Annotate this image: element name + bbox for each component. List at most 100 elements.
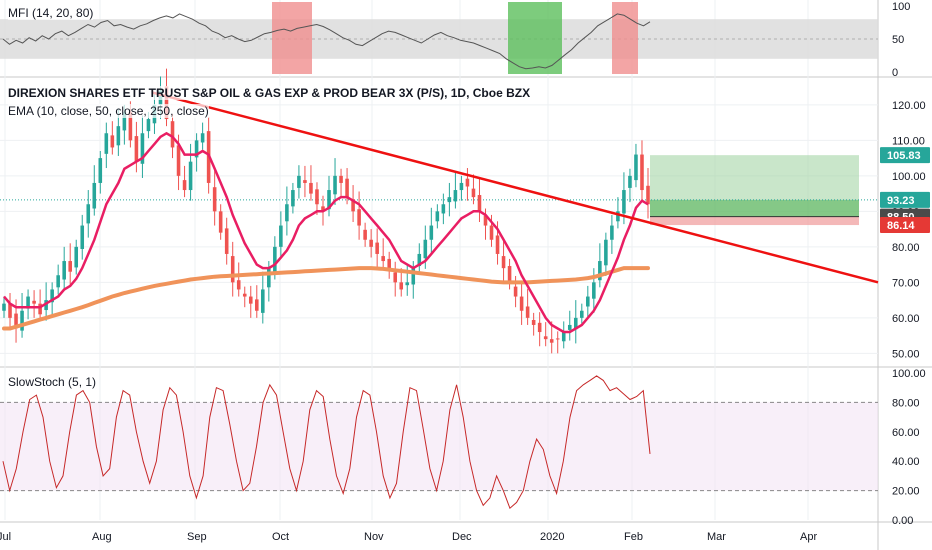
ema-10-line — [3, 131, 649, 334]
candle-body — [525, 306, 530, 318]
candle-body — [170, 121, 175, 148]
candle-body — [8, 303, 12, 318]
candle-body — [134, 136, 139, 162]
candle-body — [592, 282, 596, 299]
mfi-line — [2, 13, 651, 70]
candle-body — [405, 282, 410, 286]
candle-body — [242, 293, 247, 297]
candle-body — [254, 299, 259, 311]
candle-body — [598, 261, 602, 281]
stoch-tick-label: 0.00 — [892, 515, 913, 527]
candle-body — [56, 275, 60, 288]
candle-body — [297, 175, 301, 188]
candle-body — [128, 111, 133, 141]
candle-body — [423, 239, 428, 259]
candle-body — [573, 317, 578, 330]
candle-body — [291, 190, 295, 207]
candle-body — [321, 206, 325, 212]
candle-body — [549, 339, 554, 343]
candle-body — [477, 195, 482, 212]
candle-body — [236, 280, 241, 290]
candle-body — [182, 180, 187, 191]
price-tick-label: 70.00 — [892, 277, 920, 289]
entry-zone — [650, 199, 859, 217]
candle-body — [188, 161, 193, 191]
candle-body — [507, 266, 512, 283]
candle-body — [267, 268, 271, 288]
candle-body — [537, 322, 542, 333]
candle-body — [62, 261, 66, 280]
candle-body — [586, 296, 590, 307]
candle-body — [86, 204, 91, 224]
candle-body — [2, 303, 6, 311]
candle-body — [309, 182, 313, 194]
stoch-line — [2, 375, 651, 510]
candle-body — [80, 225, 85, 249]
time-tick-label: Feb — [624, 531, 643, 543]
stoch-pane — [0, 375, 878, 510]
candle-body — [567, 324, 572, 330]
mfi-pane — [0, 2, 878, 74]
candle-body — [501, 256, 506, 269]
candle-body — [68, 261, 72, 272]
candle-body — [369, 239, 373, 247]
price-pane — [0, 68, 879, 354]
candle-body — [471, 188, 476, 198]
stoch-tick-label: 100.00 — [892, 368, 926, 380]
ema-250-line — [2, 266, 650, 331]
candle-body — [20, 310, 24, 331]
mfi-tick-label: 100 — [892, 1, 910, 13]
mfi-tick-label: 0 — [892, 67, 898, 79]
stop-zone — [650, 216, 859, 226]
candle-body — [561, 332, 566, 342]
candle-body — [459, 182, 464, 191]
candle-body — [495, 235, 500, 254]
candle-body — [417, 253, 422, 267]
candle-body — [110, 135, 115, 148]
time-tick-label: Dec — [452, 531, 472, 543]
mfi-highlight — [612, 2, 638, 74]
stoch-title: SlowStoch (5, 1) — [8, 375, 97, 389]
candle-body — [435, 211, 440, 222]
price-tick-label: 110.00 — [892, 135, 925, 147]
time-tick-label: Oct — [272, 531, 289, 543]
candle-body — [26, 296, 30, 309]
price-tick-label: 50.00 — [892, 348, 920, 360]
candle-body — [224, 228, 229, 254]
stoch-band — [0, 402, 878, 491]
stoch-tick-label: 20.00 — [892, 486, 920, 498]
stoch-tick-label: 40.00 — [892, 456, 920, 468]
price-axis[interactable]: 100500120.00110.00100.0090.0080.0070.006… — [880, 1, 930, 527]
candle-body — [261, 289, 265, 313]
time-tick-label: Sep — [187, 531, 207, 543]
mfi-highlight — [508, 2, 562, 74]
candle-body — [273, 246, 277, 273]
candle-body — [411, 268, 416, 285]
candle-body — [357, 209, 361, 226]
candle-body — [98, 158, 103, 183]
candle-body — [646, 185, 650, 205]
candle-body — [218, 211, 223, 233]
candle-body — [513, 286, 518, 297]
candle-body — [363, 229, 367, 240]
candle-body — [38, 303, 42, 315]
mfi-title: MFI (14, 20, 80) — [8, 6, 94, 20]
time-tick-label: Mar — [707, 531, 726, 543]
candle-body — [14, 313, 18, 329]
candle-body — [212, 187, 217, 212]
candle-body — [44, 300, 48, 311]
candle-body — [489, 225, 494, 240]
stoch-tick-label: 60.00 — [892, 427, 920, 439]
candle-body — [50, 289, 54, 303]
candle-body — [453, 190, 458, 202]
candle-body — [248, 296, 253, 304]
time-axis[interactable]: Jul Aug Sep Oct Nov Dec 2020 Feb Mar Apr — [0, 531, 817, 543]
candle-body — [140, 133, 145, 164]
candle-body — [279, 225, 283, 247]
time-tick-label: 2020 — [540, 531, 564, 543]
candle-body — [519, 296, 524, 311]
candle-body — [32, 300, 36, 304]
time-tick-label: Jul — [0, 531, 11, 543]
candle-body — [146, 119, 151, 132]
